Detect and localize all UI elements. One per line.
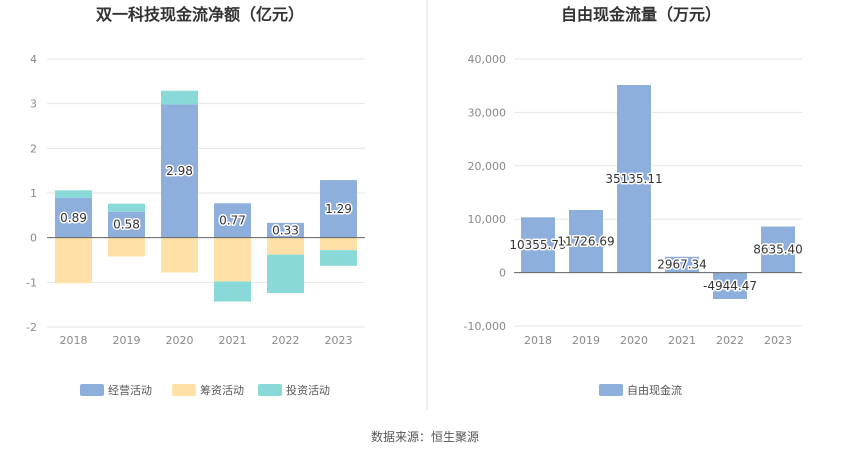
data-label: 0.89 <box>60 211 87 225</box>
bar-投资活动-2020 <box>161 90 198 105</box>
legend-label[interactable]: 筹资活动 <box>200 383 244 397</box>
y-tick-label: 0 <box>30 232 37 245</box>
bar-筹资活动-2018 <box>55 237 92 284</box>
bar-经营活动-2021 <box>214 203 251 238</box>
x-tick-label: 2023 <box>764 334 792 347</box>
data-label: 0.33 <box>272 223 299 237</box>
data-label: -4944.47 <box>703 279 757 293</box>
y-tick-label: 0 <box>499 267 506 280</box>
data-label: 0.77 <box>219 213 246 227</box>
legend-label[interactable]: 经营活动 <box>108 383 152 397</box>
bar-投资活动-2022 <box>267 254 304 294</box>
x-tick-label: 2023 <box>325 334 353 347</box>
x-tick-label: 2019 <box>113 334 141 347</box>
y-tick-label: -10,000 <box>464 320 506 333</box>
x-tick-label: 2021 <box>668 334 696 347</box>
data-label: 10355.79 <box>509 238 566 252</box>
y-tick-label: 40,000 <box>468 53 507 66</box>
legend-label[interactable]: 投资活动 <box>286 383 330 397</box>
data-label: 35135.11 <box>605 172 662 186</box>
y-tick-label: 3 <box>30 98 37 111</box>
x-tick-label: 2018 <box>60 334 88 347</box>
data-source-footer: 数据来源：恒生聚源 <box>370 430 479 444</box>
legend-swatch <box>599 384 623 396</box>
legend-label[interactable]: 自由现金流 <box>627 383 682 397</box>
bar-fcf-2021 <box>665 256 699 273</box>
bar-fcf-2020 <box>617 84 651 273</box>
x-tick-label: 2022 <box>272 334 300 347</box>
data-label: 0.58 <box>113 218 140 232</box>
bar-投资活动-2019 <box>108 203 145 212</box>
x-tick-label: 2021 <box>219 334 247 347</box>
free-cashflow-chart: 自由现金流量（万元） 40,000 30,000 20,000 10,000 0 -10,… <box>464 5 805 397</box>
bar-经营活动-2023 <box>320 180 357 238</box>
bar-经营活动-2019 <box>108 211 145 238</box>
x-tick-label: 2022 <box>716 334 744 347</box>
data-label: 11726.69 <box>557 234 614 248</box>
bar-fcf-2018 <box>521 217 555 273</box>
bar-经营活动-2022 <box>267 222 304 238</box>
x-tick-label: 2018 <box>524 334 552 347</box>
bar-经营活动-2018 <box>55 197 92 238</box>
y-tick-label: 30,000 <box>468 106 507 119</box>
data-label: 2967.34 <box>657 258 707 272</box>
y-tick-label: 4 <box>30 53 37 66</box>
x-tick-label: 2020 <box>166 334 194 347</box>
legend-swatch <box>172 384 196 396</box>
cashflow-net-chart: 双一科技现金流净额（亿元） 4 3 2 1 0 -1 -2 2018 2019 2020 2021 2… <box>26 5 365 397</box>
bar-筹资活动-2023 <box>320 237 357 251</box>
x-tick-label: 2019 <box>572 334 600 347</box>
bar-筹资活动-2019 <box>108 237 145 257</box>
legend-swatch <box>80 384 104 396</box>
legend-swatch <box>258 384 282 396</box>
bar-投资活动-2021 <box>214 281 251 302</box>
bar-经营活动-2020 <box>161 104 198 238</box>
bar-筹资活动-2021 <box>214 237 251 282</box>
y-tick-label: -1 <box>26 276 37 289</box>
bar-投资活动-2018 <box>55 190 92 198</box>
cashflow-chart-title: 双一科技现金流净额（亿元） <box>96 5 304 24</box>
data-label: 8635.40 <box>753 243 803 257</box>
bar-fcf-2019 <box>569 209 603 273</box>
x-tick-label: 2020 <box>620 334 648 347</box>
y-tick-label: 1 <box>30 187 37 200</box>
bar-投资活动-2023 <box>320 250 357 266</box>
bar-筹资活动-2020 <box>161 237 198 273</box>
y-tick-label: 20,000 <box>468 160 507 173</box>
bar-筹资活动-2022 <box>267 237 304 255</box>
y-tick-label: 2 <box>30 142 37 155</box>
y-tick-label: 10,000 <box>468 213 507 226</box>
bar-fcf-2023 <box>761 226 795 273</box>
bar-fcf-2022 <box>713 272 747 300</box>
data-label: 2.98 <box>166 164 193 178</box>
y-tick-label: -2 <box>26 321 37 334</box>
data-label: 1.29 <box>325 202 352 216</box>
fcf-chart-title: 自由现金流量（万元） <box>561 5 721 24</box>
